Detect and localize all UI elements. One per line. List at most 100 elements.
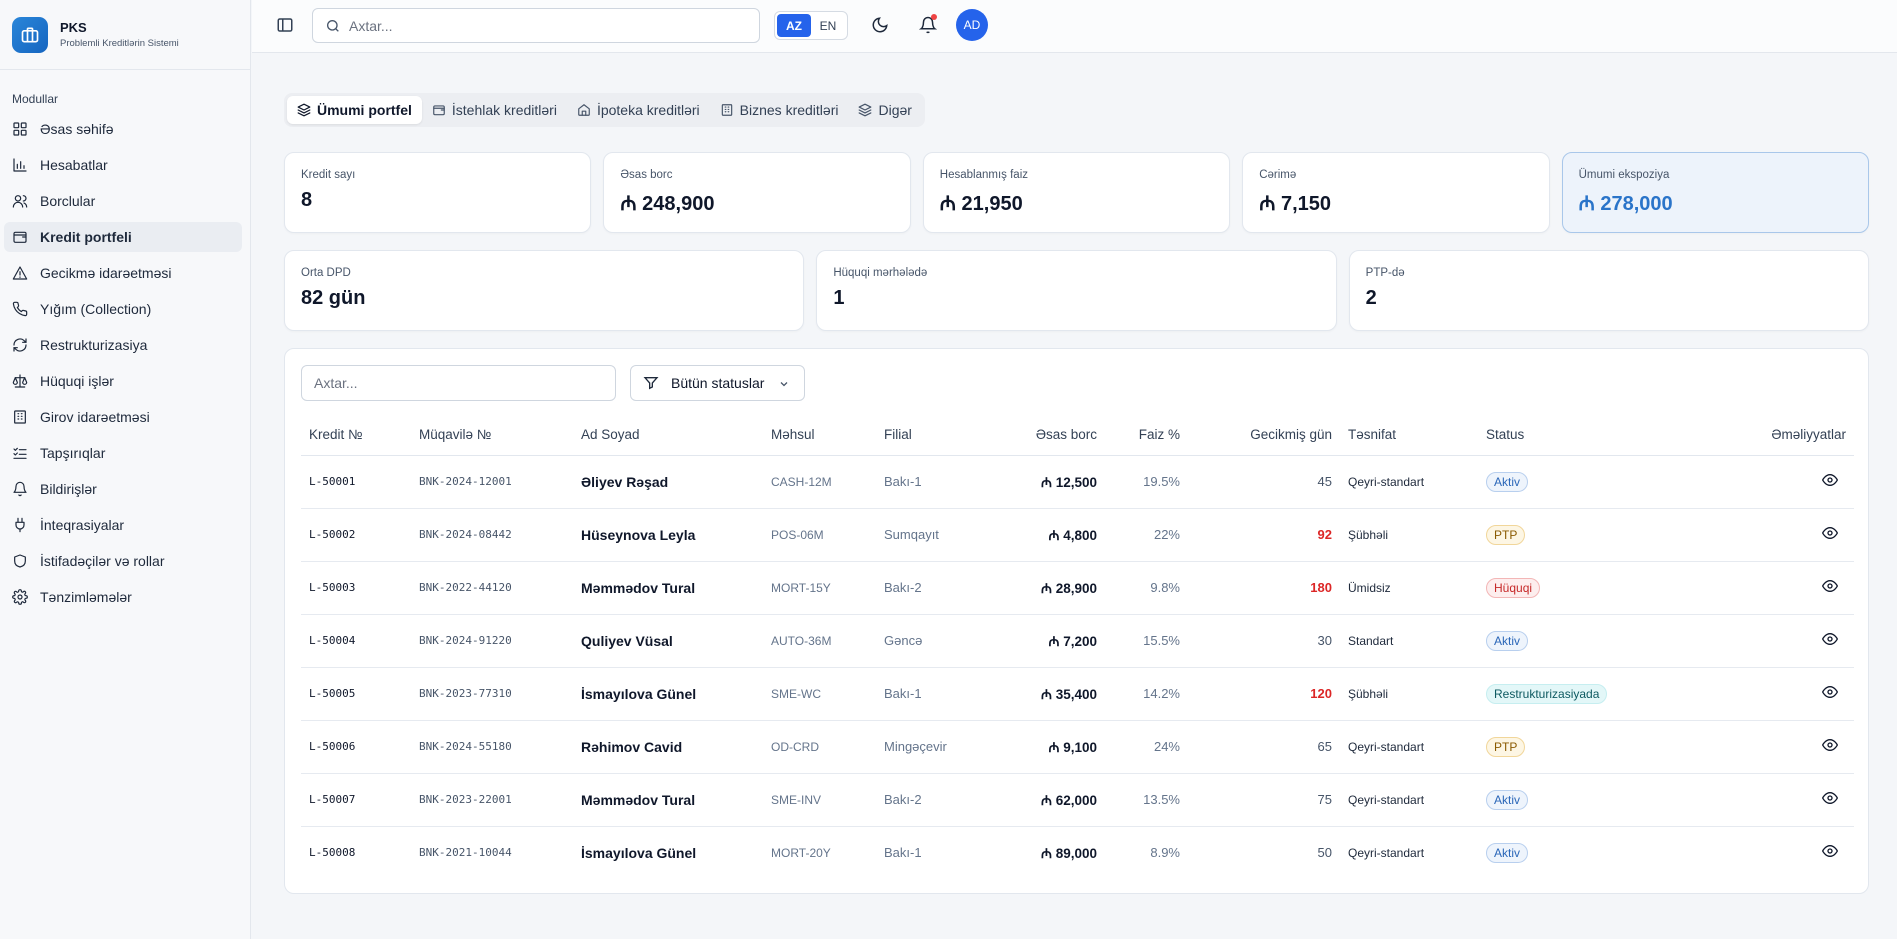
eye-icon[interactable] (1822, 525, 1840, 543)
building-icon (12, 409, 28, 425)
cell-contract-no: BNK-2024-08442 (411, 508, 573, 562)
cell-rate: 9.8% (1105, 561, 1188, 615)
cell-loan-no: L-50004 (301, 614, 411, 668)
cell-classification: Qeyri-standart (1340, 773, 1478, 827)
moon-icon[interactable] (871, 16, 889, 34)
col-loan-no[interactable]: Kredit № (301, 415, 411, 456)
cell-contract-no: BNK-2024-12001 (411, 455, 573, 509)
status-filter-select[interactable]: Bütün statuslar (630, 365, 805, 401)
col-dpd[interactable]: Gecikmiş gün (1188, 415, 1340, 456)
tab-label: Digər (878, 102, 912, 118)
sidebar-item-2[interactable]: Borclular (4, 186, 242, 216)
kpi-card: Əsas borc ₼ 248,900 (603, 152, 911, 233)
global-search-input[interactable] (349, 17, 759, 34)
sidebar-item-0[interactable]: Əsas səhifə (4, 114, 242, 144)
eye-icon[interactable] (1822, 684, 1840, 702)
table-row[interactable]: L-50006 BNK-2024-55180 Rəhimov Cavid OD-CRD… (301, 720, 1854, 774)
cell-classification: Şübhəli (1340, 667, 1478, 721)
col-product[interactable]: Məhsul (763, 415, 876, 456)
col-classification[interactable]: Təsnifat (1340, 415, 1478, 456)
global-search[interactable] (312, 8, 760, 43)
sidebar-item-label: Əsas səhifə (40, 121, 114, 137)
tab-1[interactable]: İstehlak kreditləri (422, 96, 567, 124)
table-row[interactable]: L-50001 BNK-2024-12001 Əliyev Rəşad CASH-12… (301, 455, 1854, 509)
cell-loan-no: L-50008 (309, 846, 356, 860)
sidebar-item-13[interactable]: Tənzimləmələr (4, 582, 242, 612)
cell-loan-no: L-50007 (301, 773, 411, 827)
eye-icon[interactable] (1822, 578, 1840, 596)
sidebar-item-8[interactable]: Girov idarəetməsi (4, 402, 242, 432)
cell-rate: 22% (1105, 508, 1188, 562)
cell-rate: 19.5% (1105, 455, 1188, 509)
table-row[interactable]: L-50004 BNK-2024-91220 Quliyev Vüsal AUTO-3… (301, 614, 1854, 668)
tab-2[interactable]: İpoteka kreditləri (567, 96, 710, 124)
sidebar-item-1[interactable]: Hesabatlar (4, 150, 242, 180)
col-principal[interactable]: Əsas borc (986, 415, 1105, 456)
status-badge: Restrukturizasiyada (1486, 683, 1608, 704)
cell-contract-no: BNK-2023-77310 (411, 667, 573, 721)
sidebar-item-10[interactable]: Bildirişlər (4, 474, 242, 504)
topbar: AZ EN AD (252, 0, 1897, 53)
eye-icon[interactable] (1822, 472, 1840, 490)
sidebar-item-label: Borclular (40, 193, 96, 209)
tab-3[interactable]: Biznes kreditləri (710, 96, 849, 124)
eye-icon[interactable] (1822, 790, 1840, 808)
tab-4[interactable]: Digər (848, 96, 921, 124)
sidebar-item-label: Hüquqi işlər (40, 373, 114, 389)
status-badge: PTP (1486, 524, 1526, 545)
bell-icon (12, 481, 28, 497)
table-row[interactable]: L-50002 BNK-2024-08442 Hüseynova Leyla POS-… (301, 508, 1854, 562)
eye-icon[interactable] (1822, 737, 1840, 755)
cell-principal: ₼ 62,000 (986, 773, 1105, 827)
status-badge: PTP (1486, 736, 1526, 757)
sidebar-item-11[interactable]: İnteqrasiyalar (4, 510, 242, 540)
brand-name: PKS (60, 20, 87, 35)
col-contract-no[interactable]: Müqavilə № (411, 415, 573, 456)
cell-actions (1688, 614, 1854, 668)
bell-icon[interactable] (918, 14, 938, 34)
sidebar-item-label: İstifadəçilər və rollar (40, 553, 165, 569)
col-branch[interactable]: Filial (876, 415, 986, 456)
cell-actions (1688, 720, 1854, 774)
kpi-value: ₼ 7,150 (1259, 193, 1331, 215)
sidebar-item-12[interactable]: İstifadəçilər və rollar (4, 546, 242, 576)
kpi-card: PTP-də 2 (1348, 250, 1869, 331)
sidebar-item-3[interactable]: Kredit portfeli (4, 222, 242, 252)
col-name[interactable]: Ad Soyad (573, 415, 763, 456)
sidebar-item-4[interactable]: Gecikmə idarəetməsi (4, 258, 242, 288)
table-row[interactable]: L-50007 BNK-2023-22001 Məmmədov Tural SME-I… (301, 773, 1854, 827)
cell-classification: Qeyri-standart (1340, 720, 1478, 774)
table-search-input[interactable] (314, 375, 615, 391)
cell-dpd: 92 (1188, 508, 1340, 562)
table-search[interactable] (301, 365, 616, 401)
eye-icon[interactable] (1822, 631, 1840, 649)
cell-name: Əliyev Rəşad (573, 455, 763, 509)
table-row[interactable]: L-50008 BNK-2021-10044 İsmayılova Günel MOR… (301, 826, 1854, 879)
wallet-icon (12, 229, 28, 245)
cell-contract-no: BNK-2024-55180 (411, 720, 573, 774)
col-rate[interactable]: Faiz % (1105, 415, 1188, 456)
table-row[interactable]: L-50005 BNK-2023-77310 İsmayılova Günel SME… (301, 667, 1854, 721)
users-icon (12, 193, 28, 209)
sidebar-item-label: Tapşırıqlar (40, 445, 106, 461)
sidebar: PKS Problemli Kreditlərin Sistemi Modull… (0, 0, 251, 939)
tab-label: İpoteka kreditləri (596, 102, 700, 118)
lang-az-button[interactable]: AZ (777, 14, 811, 37)
eye-icon[interactable] (1822, 843, 1840, 861)
sidebar-item-9[interactable]: Tapşırıqlar (4, 438, 242, 468)
notification-dot (931, 14, 937, 20)
cell-actions (1688, 667, 1854, 721)
tab-0[interactable]: Ümumi portfel (287, 96, 422, 124)
cell-branch: Bakı-1 (884, 845, 922, 861)
lang-en-button[interactable]: EN (819, 18, 837, 33)
avatar[interactable]: AD (956, 9, 988, 41)
sidebar-item-5[interactable]: Yığım (Collection) (4, 294, 242, 324)
sidebar-toggle-icon[interactable] (276, 16, 294, 34)
kpi-label: Hesablanmış faiz (939, 169, 1029, 181)
sidebar-item-7[interactable]: Hüquqi işlər (4, 366, 242, 396)
sidebar-item-6[interactable]: Restrukturizasiya (4, 330, 242, 360)
col-status[interactable]: Status (1478, 415, 1688, 456)
cell-branch: Gəncə (876, 614, 986, 668)
cell-dpd: 75 (1188, 773, 1340, 827)
table-row[interactable]: L-50003 BNK-2022-44120 Məmmədov Tural MORT-… (301, 561, 1854, 615)
